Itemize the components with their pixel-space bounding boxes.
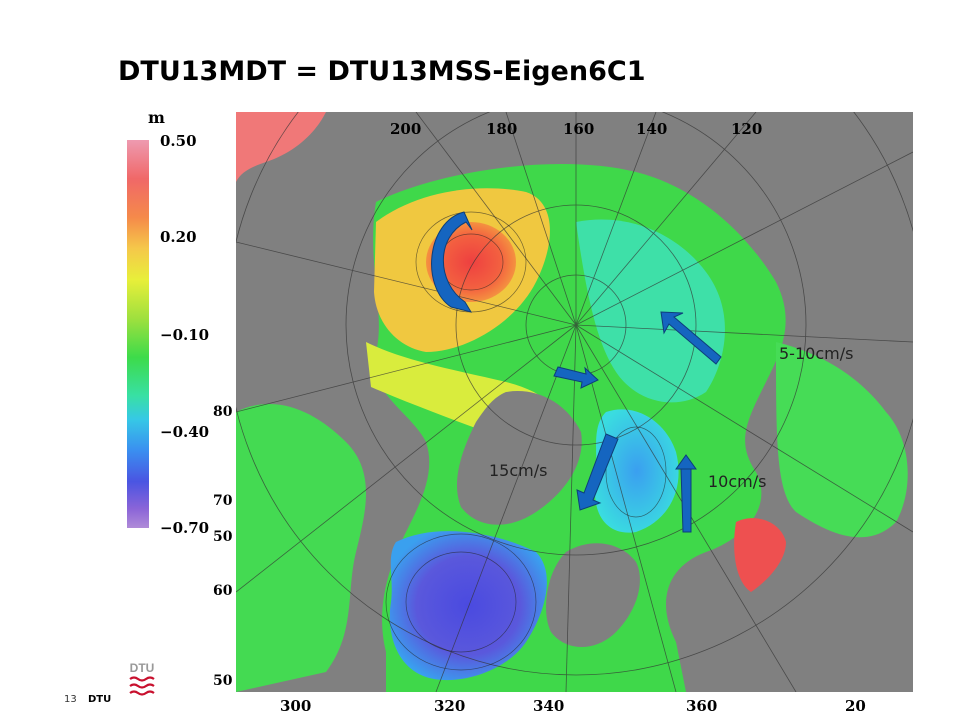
- arctic-topography-map: [236, 112, 913, 692]
- colorbar-tick-2: −0.10: [160, 326, 210, 344]
- okhotsk-warm-region: [734, 518, 786, 592]
- transpolar-arrow: [553, 366, 599, 389]
- graticule: [236, 112, 913, 692]
- bottom-axis-label-4: 20: [845, 697, 866, 715]
- colorbar-tick-4: −0.70: [160, 519, 210, 537]
- dtu-logo: DTU: [127, 659, 157, 705]
- colorbar-tick-0: 0.50: [160, 132, 197, 150]
- speed-annotation-right: 5-10cm/s: [779, 344, 854, 363]
- current-arrows: [431, 211, 722, 533]
- greenland-land: [456, 391, 582, 525]
- norwegian-current-arrow: [675, 454, 697, 533]
- left-axis-label-3: 60: [213, 583, 233, 599]
- left-axis-label-2: 50: [213, 529, 233, 545]
- bottom-axis-label-3: 360: [686, 697, 718, 715]
- fram-strait-arrow: [576, 433, 619, 511]
- colorbar: [127, 140, 149, 528]
- beaufort-gyre-arrow: [431, 211, 473, 313]
- lon-label-180: 180: [486, 120, 518, 138]
- lon-label-200: 200: [390, 120, 422, 138]
- ocean-east: [776, 342, 908, 538]
- bottom-axis-label-0: 300: [280, 697, 312, 715]
- left-axis-label-4: 50: [213, 673, 233, 689]
- left-axis-label-1: 70: [213, 493, 233, 509]
- siberian-arrow: [660, 311, 722, 365]
- page-number: 13: [64, 694, 77, 705]
- dtu-logo-text: DTU: [130, 661, 155, 675]
- footer-text: DTU: [88, 694, 112, 705]
- colorbar-unit: m: [148, 108, 165, 127]
- colorbar-tick-1: 0.20: [160, 228, 197, 246]
- bottom-axis-label-1: 320: [434, 697, 466, 715]
- bottom-axis-label-2: 340: [533, 697, 565, 715]
- left-axis-label-0: 80: [213, 404, 233, 420]
- lon-label-120: 120: [731, 120, 763, 138]
- speed-annotation-left: 15cm/s: [489, 461, 548, 480]
- lon-label-140: 140: [636, 120, 668, 138]
- ocean-west: [236, 403, 366, 692]
- slide-title: DTU13MDT = DTU13MSS-Eigen6C1: [118, 56, 646, 87]
- bering-warm-region: [236, 112, 326, 182]
- lon-label-160: 160: [563, 120, 595, 138]
- speed-annotation-bottom: 10cm/s: [708, 472, 767, 491]
- colorbar-tick-3: −0.40: [160, 423, 210, 441]
- eurasian-basin-cyan: [576, 219, 725, 403]
